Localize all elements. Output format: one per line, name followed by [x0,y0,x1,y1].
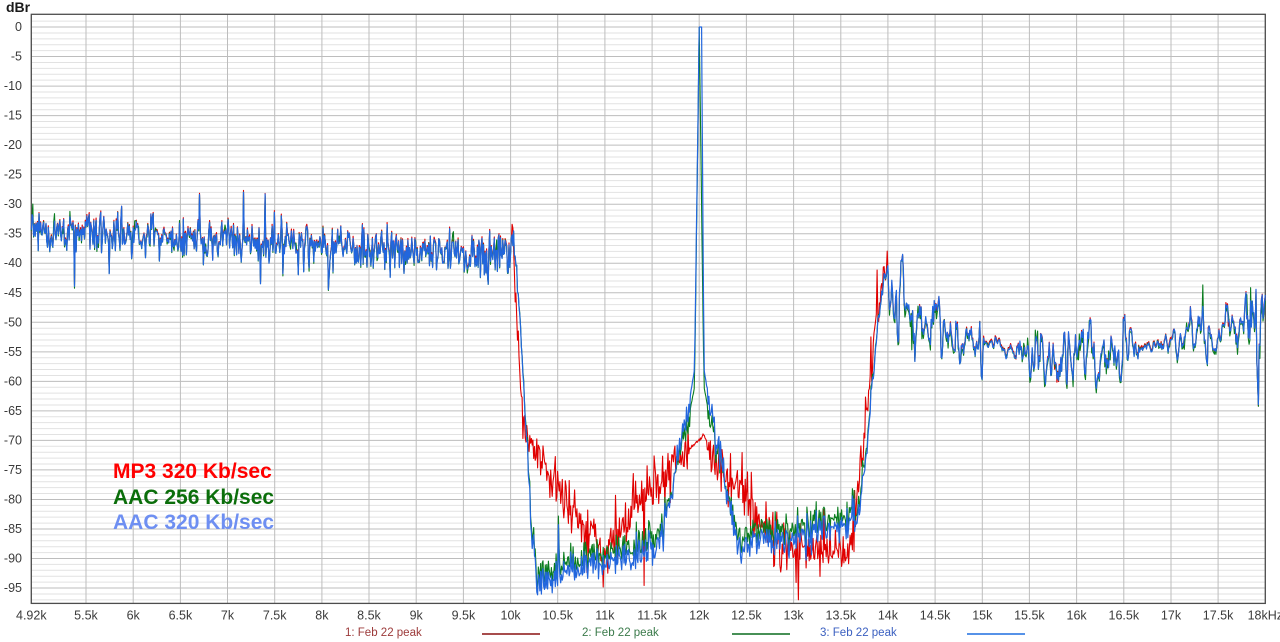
svg-text:-30: -30 [4,197,22,211]
svg-text:9k: 9k [410,608,424,622]
svg-text:-5: -5 [11,50,22,64]
svg-text:-35: -35 [4,227,22,241]
svg-text:8.5k: 8.5k [357,608,381,622]
svg-text:10k: 10k [501,608,522,622]
svg-text:13k: 13k [784,608,805,622]
svg-text:6.5k: 6.5k [169,608,193,622]
svg-text:-45: -45 [4,286,22,300]
svg-text:-95: -95 [4,581,22,595]
svg-text:6k: 6k [127,608,141,622]
svg-text:14k: 14k [878,608,899,622]
svg-text:-60: -60 [4,374,22,388]
svg-text:-80: -80 [4,493,22,507]
svg-text:-70: -70 [4,433,22,447]
svg-text:12.5k: 12.5k [731,608,762,622]
svg-text:-85: -85 [4,522,22,536]
svg-text:12k: 12k [689,608,710,622]
svg-text:-55: -55 [4,345,22,359]
svg-text:17.5k: 17.5k [1203,608,1234,622]
svg-text:18kHz: 18kHz [1248,608,1280,622]
svg-text:7.5k: 7.5k [263,608,287,622]
svg-text:-15: -15 [4,109,22,123]
svg-text:16k: 16k [1067,608,1088,622]
svg-text:4.92k: 4.92k [16,608,47,622]
svg-text:13.5k: 13.5k [826,608,857,622]
svg-text:-20: -20 [4,138,22,152]
svg-text:0: 0 [15,20,22,34]
svg-text:8k: 8k [315,608,329,622]
svg-text:-25: -25 [4,168,22,182]
svg-text:14.5k: 14.5k [920,608,951,622]
svg-text:-10: -10 [4,79,22,93]
svg-text:17k: 17k [1161,608,1182,622]
svg-text:7k: 7k [221,608,235,622]
svg-text:10.5k: 10.5k [542,608,573,622]
svg-text:-50: -50 [4,315,22,329]
svg-text:11.5k: 11.5k [637,608,667,622]
svg-text:-65: -65 [4,404,22,418]
svg-text:16.5k: 16.5k [1109,608,1140,622]
svg-text:15k: 15k [972,608,993,622]
svg-text:-40: -40 [4,256,22,270]
svg-text:11k: 11k [595,608,615,622]
svg-text:9.5k: 9.5k [452,608,476,622]
svg-text:-90: -90 [4,552,22,566]
svg-text:-75: -75 [4,463,22,477]
svg-text:5.5k: 5.5k [74,608,98,622]
svg-text:15.5k: 15.5k [1014,608,1045,622]
